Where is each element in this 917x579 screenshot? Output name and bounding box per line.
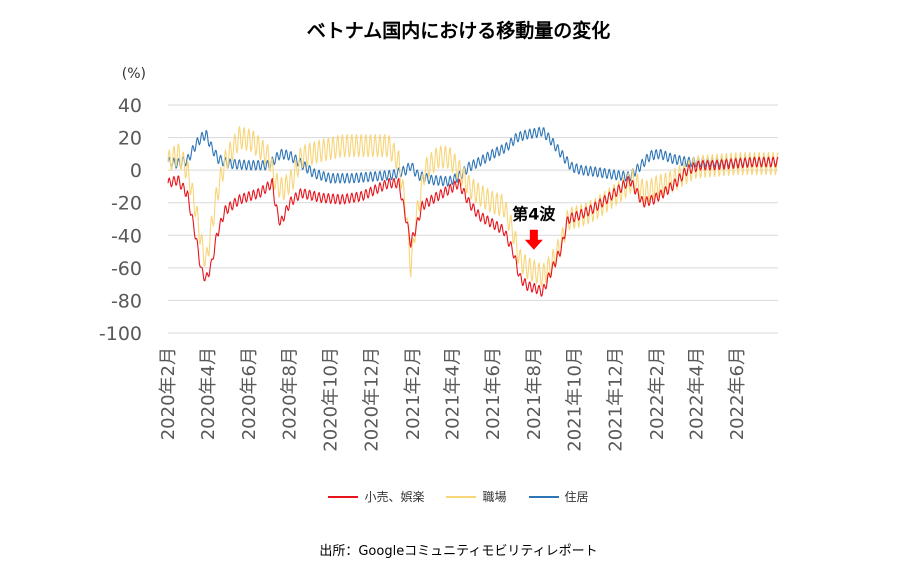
x-tick-label: 2020年8月 [280,347,301,440]
legend-swatch [528,495,559,498]
chart-legend: 小売、娯楽 職場 住居 [0,488,917,505]
legend-item: 小売、娯楽 [328,488,424,505]
y-axis-ticks: 40 20 0 -20 -40 -60 -80 -100 [99,95,142,345]
x-tick-label: 2022年4月 [686,347,707,440]
y-tick-label: -20 [111,193,142,215]
x-tick-label: 2020年12月 [361,347,382,452]
y-tick-label: 20 [118,128,142,150]
x-tick-label: 2021年10月 [565,347,586,452]
x-tick-label: 2022年6月 [727,347,748,440]
y-tick-label: -40 [111,225,142,247]
y-axis-unit-label: (%) [122,66,146,82]
legend-item: 職場 [446,488,507,505]
source-note: 出所：Googleコミュニティモビリティレポート [319,544,598,559]
x-axis-ticks: 2020年2月 2020年4月 2020年6月 2020年8月 2020年10月 2020… [158,347,748,452]
x-tick-label: 2021年2月 [403,347,424,440]
annotation-label: 第4波 [512,205,556,224]
gridlines [168,104,778,334]
legend-item: 住居 [528,488,589,505]
legend-label: 小売、娯楽 [364,490,425,504]
legend-swatch [446,495,477,498]
x-tick-label: 2021年4月 [442,347,463,440]
x-tick-label: 2020年2月 [158,347,179,440]
x-tick-label: 2021年6月 [483,347,504,440]
y-tick-label: -80 [111,290,142,312]
x-tick-label: 2020年4月 [198,347,219,440]
annotation: 第4波 [512,205,556,250]
y-tick-label: 40 [118,95,142,117]
y-tick-label: -60 [111,258,142,280]
series-line [167,156,779,297]
y-tick-label: 0 [130,160,142,182]
legend-label: 職場 [482,490,507,504]
annotation-arrow [524,229,543,250]
series-lines [167,125,779,297]
x-tick-label: 2020年6月 [239,347,260,440]
x-tick-label: 2022年2月 [647,347,668,440]
chart-title: ベトナム国内における移動量の変化 [306,20,611,42]
legend-swatch [328,495,359,498]
x-tick-label: 2021年12月 [605,347,626,452]
y-tick-label: -100 [99,323,142,345]
x-tick-label: 2020年10月 [321,347,342,452]
x-tick-label: 2021年8月 [524,347,545,440]
legend-label: 住居 [564,490,589,504]
